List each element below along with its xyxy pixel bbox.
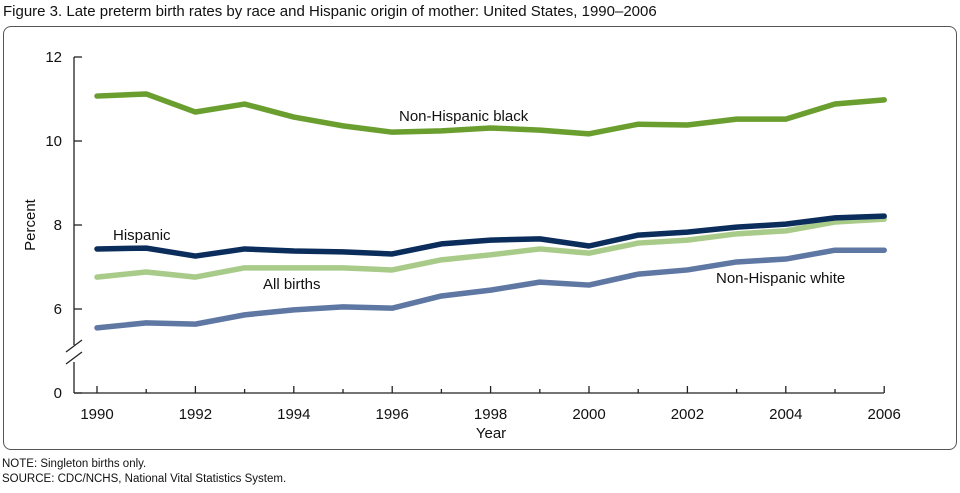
x-tick-label: 1998 [474, 406, 507, 423]
chart-title: Figure 3. Late preterm birth rates by ra… [3, 3, 657, 20]
y-tick-label: 10 [45, 133, 62, 150]
x-tick-label: 2006 [868, 406, 901, 423]
y-tick-label: 12 [45, 49, 62, 66]
x-tick-label: 1992 [179, 406, 212, 423]
series-label: Non-Hispanic white [716, 270, 845, 287]
x-tick-label: 1996 [376, 406, 409, 423]
axis-break-mark [65, 339, 83, 353]
x-axis-label: Year [476, 425, 506, 442]
series-label: Hispanic [113, 227, 171, 244]
chart-frame [3, 26, 957, 450]
series-line-hispanic [94, 213, 887, 259]
x-tick-label: 2004 [769, 406, 802, 423]
series-label: All births [263, 276, 321, 293]
axis-break-mark [65, 351, 83, 365]
y-tick-label: 6 [54, 301, 62, 318]
y-tick-label: 8 [54, 217, 62, 234]
x-tick-label: 2000 [572, 406, 605, 423]
series-label: Non-Hispanic black [399, 108, 529, 125]
x-tick-label: 1990 [80, 406, 113, 423]
y-axis-label: Percent [22, 198, 39, 251]
series-line-non-hispanic-white [94, 247, 887, 331]
y-tick-label: 0 [54, 385, 62, 402]
x-tick-label: 1994 [277, 406, 310, 423]
x-tick-label: 2002 [671, 406, 704, 423]
source-text: SOURCE: CDC/NCHS, National Vital Statist… [2, 473, 287, 485]
note-text: NOTE: Singleton births only. [2, 458, 147, 470]
